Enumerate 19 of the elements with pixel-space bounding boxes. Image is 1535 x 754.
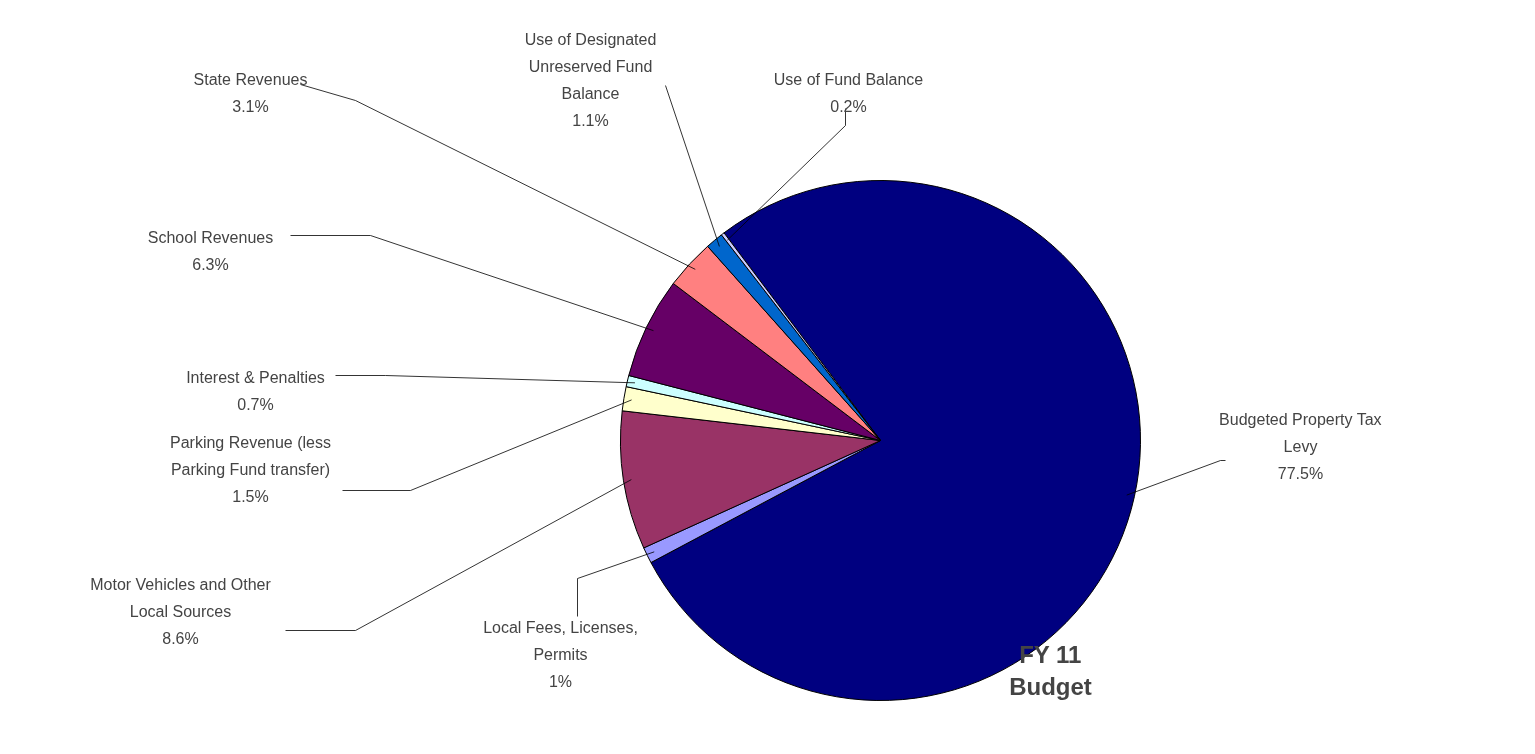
slice-label: Parking Revenue (less Parking Fund transfer) <box>170 433 331 478</box>
slice-label: Local Fees, Licenses, Permits <box>483 618 638 663</box>
slice-label: State Revenues <box>193 70 308 88</box>
data-label: 1% <box>548 672 573 690</box>
slice-label: Use of Designated Unreserved Fund Balance <box>524 30 657 102</box>
slice-label: Motor Vehicles and Other Local Sources <box>90 575 272 620</box>
data-label: 77.5% <box>1277 464 1324 482</box>
slice-label: Budgeted Property Tax Levy <box>1219 410 1382 455</box>
data-label: 1.1% <box>572 112 609 130</box>
slice-label: Use of Fund Balance <box>773 70 924 88</box>
text: FY 11 Budget <box>1009 640 1092 700</box>
data-label: 1.5% <box>232 487 269 505</box>
data-label: 0.7% <box>237 395 274 413</box>
data-label: 3.1% <box>232 97 269 115</box>
slice-label: Interest & Penalties <box>186 368 325 386</box>
data-label: 8.6% <box>162 629 199 647</box>
data-label: 0.2% <box>830 97 867 115</box>
slice-label: School Revenues <box>147 228 274 246</box>
data-label: 6.3% <box>192 255 229 273</box>
